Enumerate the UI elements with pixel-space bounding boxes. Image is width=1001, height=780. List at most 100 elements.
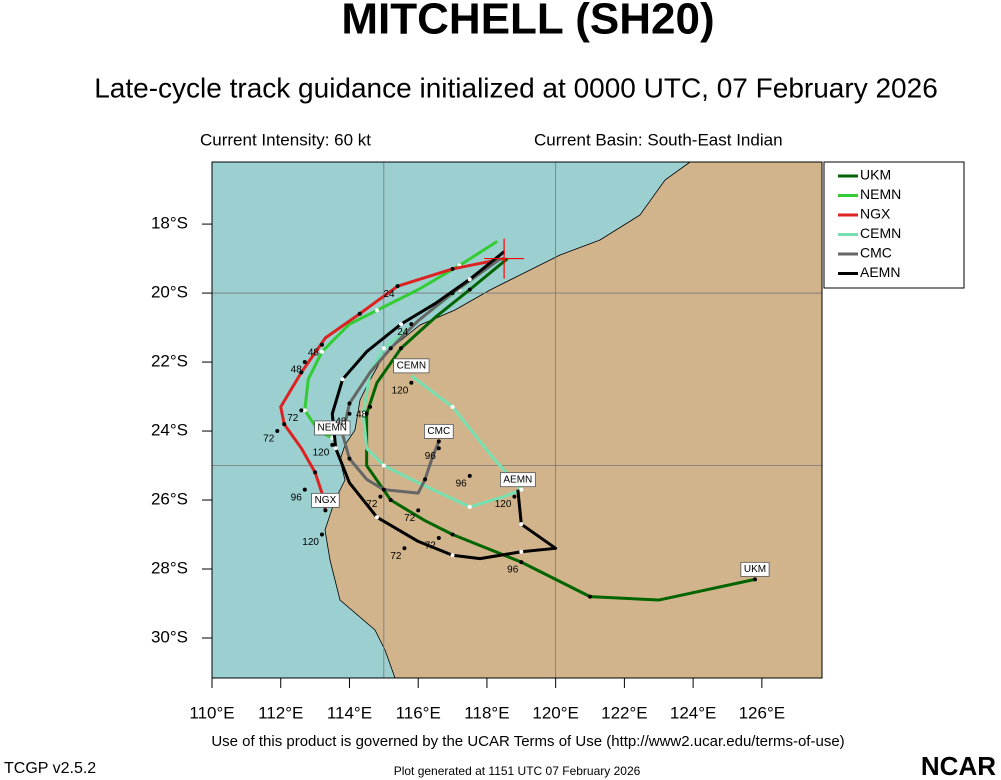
land (324, 162, 822, 678)
hour-point (299, 408, 304, 413)
current-position (484, 238, 525, 279)
track-point (374, 515, 379, 520)
legend-label: NEMN (860, 186, 901, 202)
footer: Use of this product is governed by the U… (211, 733, 844, 750)
hour-point (275, 429, 280, 434)
y-tick-label: 18°S (151, 214, 188, 233)
track-line (279, 257, 505, 511)
track-point (588, 594, 593, 599)
hour-point (409, 322, 414, 327)
hour-label: 120 (313, 447, 330, 458)
track-point (388, 498, 393, 503)
hour-point (436, 535, 441, 540)
track-label-text: UKM (744, 564, 766, 575)
track-line (303, 240, 499, 440)
hour-point (512, 494, 517, 499)
track-label: AEMN (500, 472, 536, 488)
hour-point (302, 487, 307, 492)
track-point (340, 377, 345, 382)
hour-label: 24 (397, 327, 409, 338)
track-label-text: AEMN (503, 474, 532, 485)
track-label: NGX (311, 492, 340, 508)
track-point (519, 549, 524, 554)
hour-label: 72 (425, 541, 437, 552)
track-line (330, 250, 558, 561)
y-tick-label: 30°S (151, 627, 188, 646)
track-point (450, 266, 455, 271)
hour-point (467, 473, 472, 478)
track-point (436, 439, 441, 444)
basin: Current Basin: South-East Indian (534, 130, 783, 149)
track-label: CEMN (393, 358, 430, 374)
x-tick-label: 126°E (739, 703, 786, 722)
track-point (467, 277, 472, 282)
hour-point (409, 380, 414, 385)
hour-label: 72 (404, 513, 416, 524)
track-point (323, 508, 328, 513)
x-tick-label: 122°E (601, 703, 648, 722)
intensity: Current Intensity: 60 kt (200, 130, 371, 149)
hour-point (347, 411, 352, 416)
hour-point (319, 342, 324, 347)
generated: Plot generated at 1151 UTC 07 February 2… (394, 764, 641, 778)
x-tick-label: 112°E (258, 703, 303, 722)
version: TCGP v2.5.2 (4, 760, 96, 777)
legend (823, 161, 965, 289)
plot-frame (211, 161, 823, 679)
track-point (364, 411, 369, 416)
hour-point (395, 284, 400, 289)
hour-point (519, 560, 524, 565)
track-label-text: CEMN (397, 360, 426, 371)
track-label-text: CMC (427, 426, 450, 437)
hour-label: 48 (356, 410, 368, 421)
track-point (467, 287, 472, 292)
logo: NCAR (921, 751, 996, 780)
hour-label: 96 (425, 451, 437, 462)
legend-label: CMC (860, 245, 892, 261)
x-tick-label: 114°E (327, 703, 372, 722)
x-tick-label: 116°E (396, 703, 441, 722)
track-point (450, 404, 455, 409)
hour-point (416, 508, 421, 513)
track-point (381, 487, 386, 492)
track-point (361, 411, 366, 416)
track-point (381, 463, 386, 468)
track-label: NEMN (314, 420, 351, 436)
track-point (519, 487, 524, 492)
track-point (302, 408, 307, 413)
track-point (357, 311, 362, 316)
hour-label: 72 (263, 434, 275, 445)
y-tick-label: 22°S (151, 352, 188, 371)
track-point (450, 532, 455, 537)
hour-label: 48 (335, 416, 347, 427)
y-tick-label: 20°S (151, 283, 188, 302)
hour-label: 120 (392, 385, 409, 396)
x-tick-label: 110°E (189, 703, 234, 722)
x-tick-label: 118°E (464, 703, 509, 722)
track-point (423, 477, 428, 482)
track-point (374, 308, 379, 313)
hour-label: 48 (308, 347, 320, 358)
track-point (347, 401, 352, 406)
hour-label: 120 (495, 499, 512, 510)
track-point (313, 470, 318, 475)
hour-point (436, 446, 441, 451)
hour-point (330, 442, 335, 447)
x-tick-label: 124°E (670, 703, 717, 722)
track-point (399, 346, 404, 351)
hour-point (302, 360, 307, 365)
track-label-box (393, 358, 430, 374)
chart-title: MITCHELL (SH20) (341, 0, 714, 44)
x-tick-label: 120°E (532, 703, 579, 722)
legend-label: UKM (860, 167, 891, 183)
track-label-box (311, 492, 340, 508)
hour-label: 24 (383, 289, 395, 300)
track-label-box (314, 420, 351, 436)
hour-point (378, 494, 383, 499)
hour-label: 96 (456, 479, 468, 490)
legend-label: CEMN (860, 225, 901, 241)
chart-subtitle: Late-cycle track guidance initialized at… (94, 72, 938, 103)
hour-label: 96 (291, 492, 303, 503)
track-label-box (740, 561, 770, 577)
y-tick-label: 26°S (151, 490, 188, 509)
